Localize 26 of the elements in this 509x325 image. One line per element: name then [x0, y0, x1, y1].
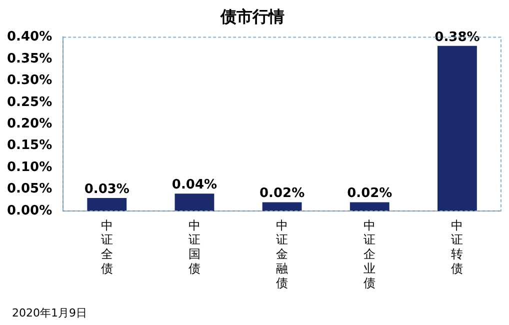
data-label: 0.04% [172, 177, 218, 192]
bar [87, 198, 127, 211]
text: 2020年1月9日 [12, 306, 87, 320]
x-tick-label: 中证金融债 [276, 218, 288, 290]
x-tick-label: 中证企业债 [364, 218, 376, 290]
y-tick-label: 0.20% [6, 116, 52, 132]
data-label: 0.38% [434, 30, 480, 45]
y-tick-label: 0.00% [6, 203, 52, 218]
bar [438, 46, 477, 211]
data-label: 0.02% [347, 186, 392, 202]
y-tick-label: 0.40% [6, 30, 52, 45]
bar [174, 194, 214, 211]
chart-title: 债市行情 [220, 6, 284, 26]
y-tick-label: 0.25% [6, 94, 52, 110]
y-tick-label: 0.35% [6, 51, 52, 66]
y-tick-label: 0.05% [6, 182, 52, 197]
data-label: 0.02% [259, 186, 305, 202]
data-label: 0.03% [84, 182, 130, 197]
x-tick-label: 中证全债 [100, 218, 113, 276]
x-tick-label: 中证国债 [188, 218, 200, 276]
y-tick-label: 0.30% [6, 73, 52, 88]
y-tick-label: 0.10% [6, 160, 52, 175]
x-tick-label: 中证转债 [451, 218, 464, 276]
y-tick-label: 0.15% [6, 138, 52, 154]
bar [262, 202, 302, 211]
bar [350, 202, 390, 211]
